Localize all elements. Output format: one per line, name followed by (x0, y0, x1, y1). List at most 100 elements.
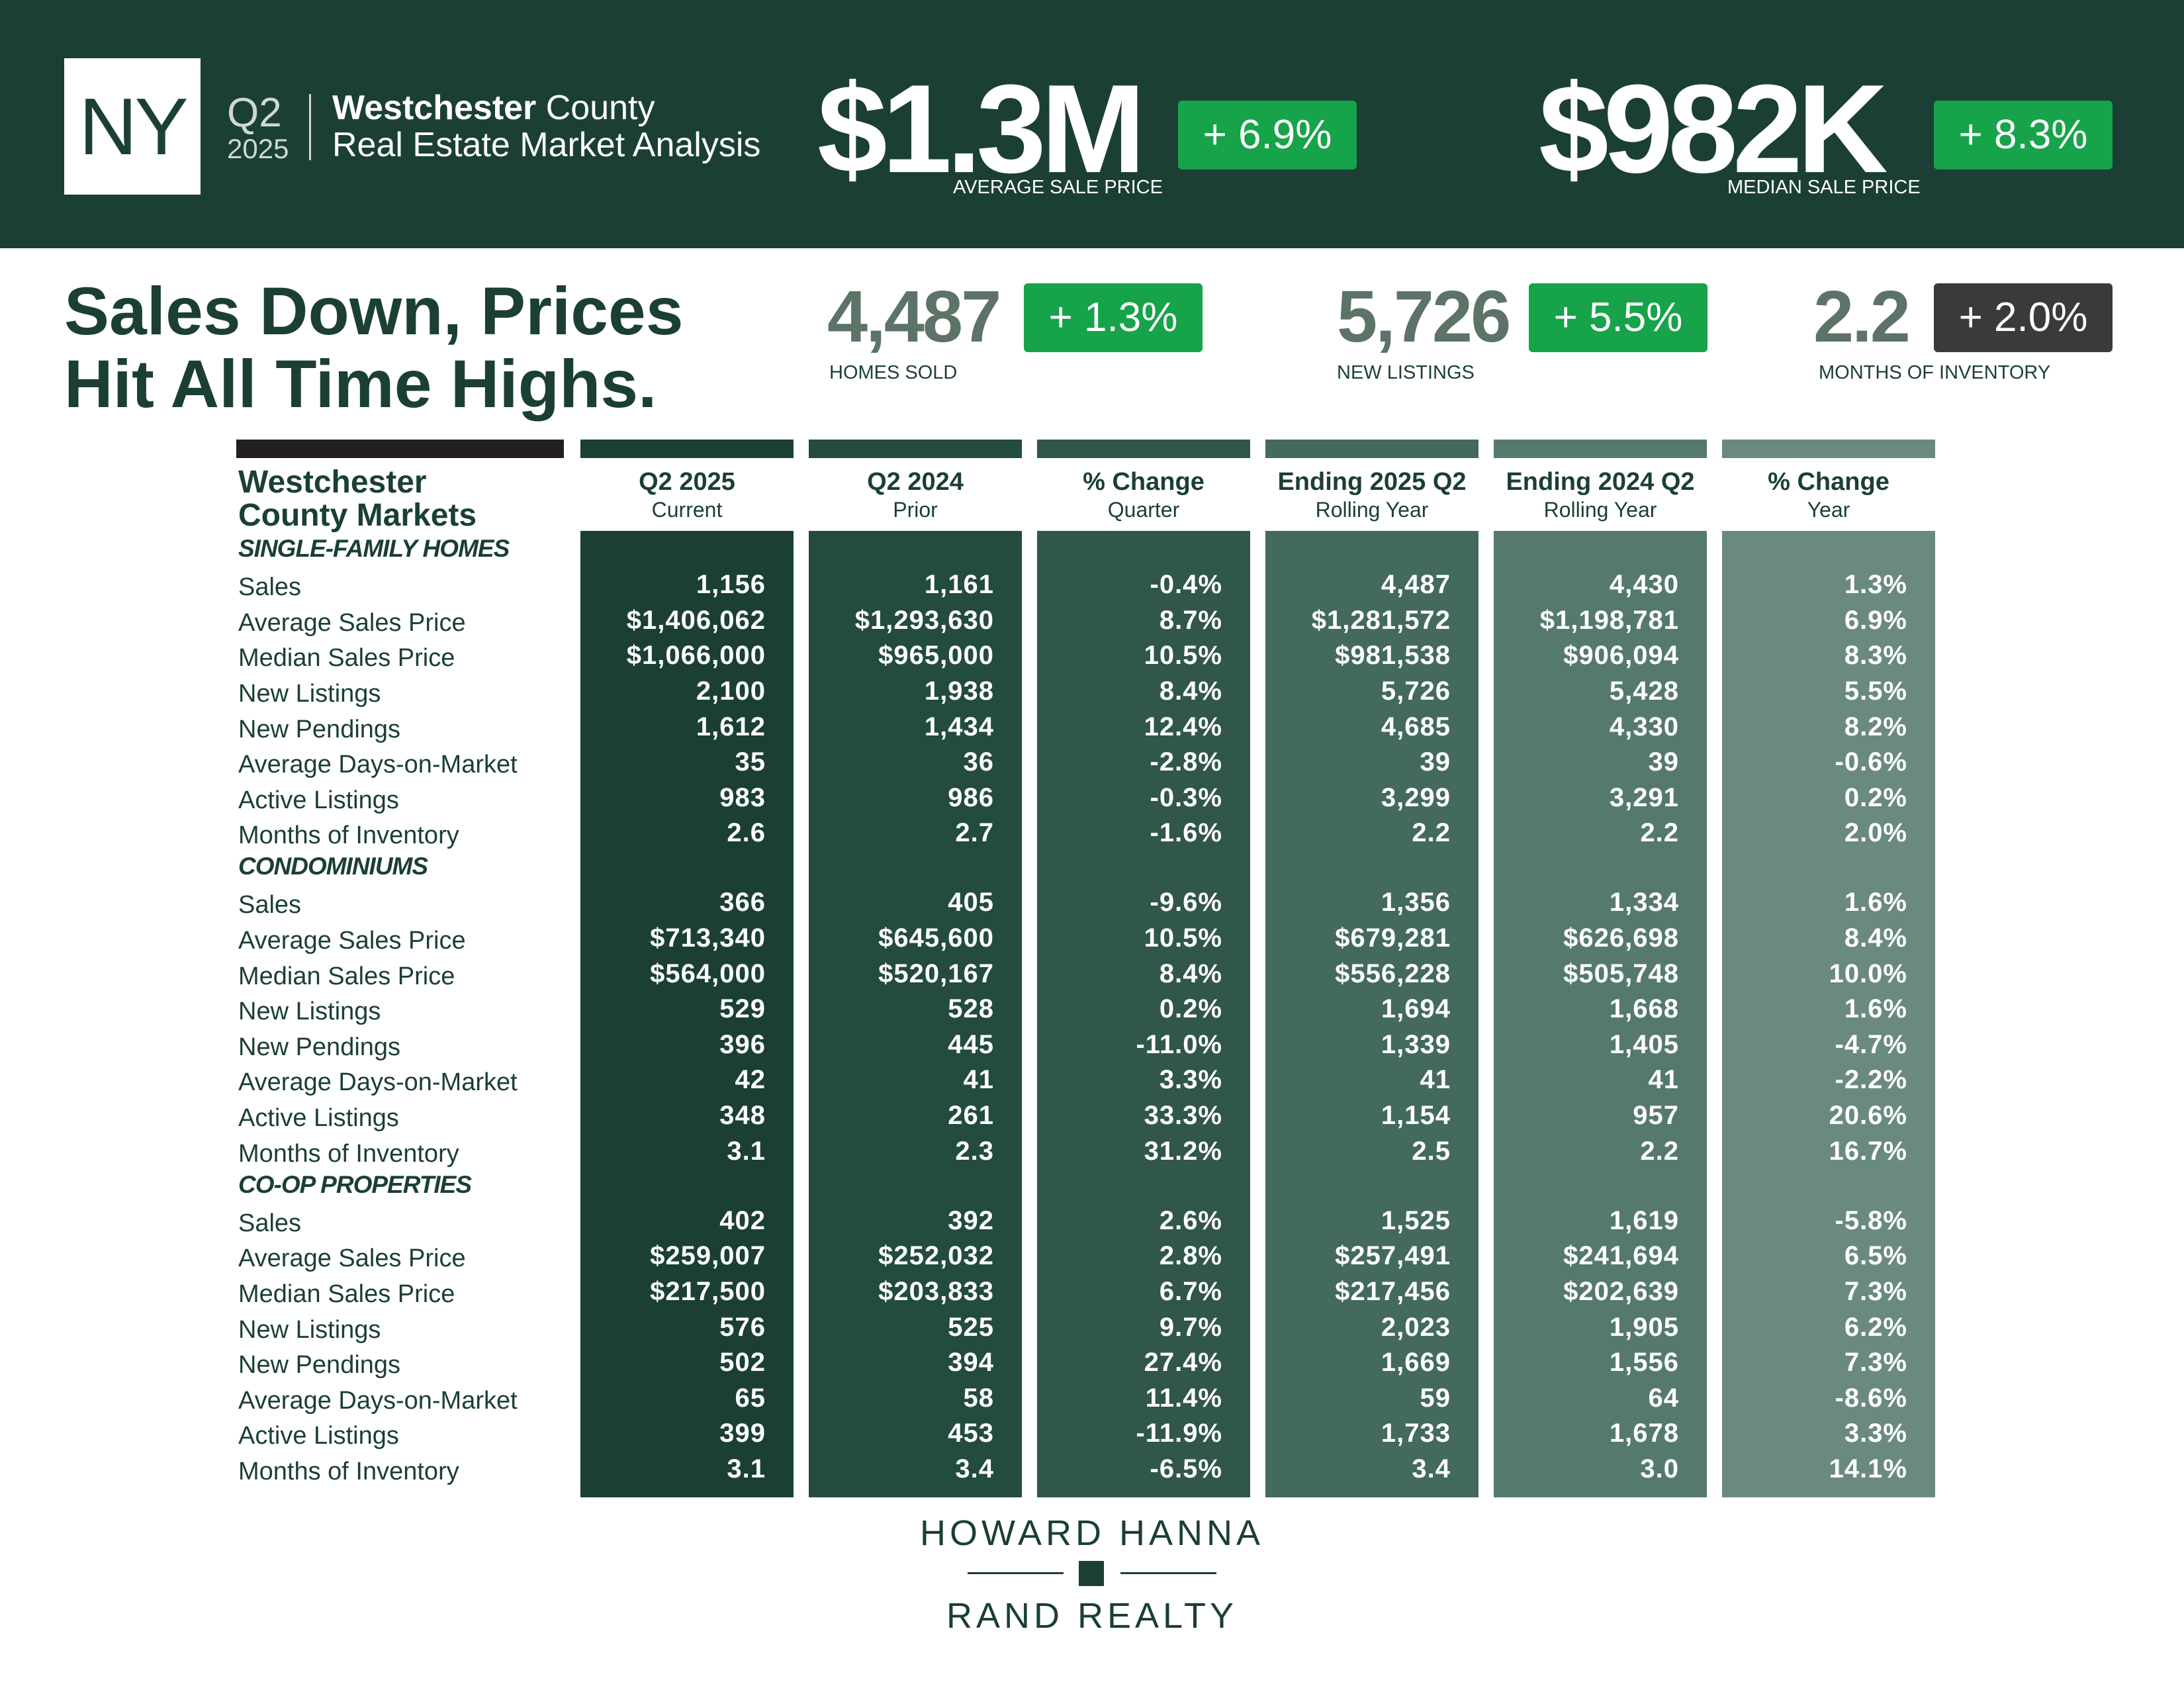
column-header-title: Q2 2024 (867, 468, 964, 496)
table-cell: 396 (719, 1029, 766, 1059)
table-cell: 402 (719, 1205, 766, 1235)
table-cell: 33.3% (1144, 1101, 1222, 1131)
column-top-bar (1494, 440, 1707, 458)
quarter-label: Q2 (227, 90, 282, 136)
table-cell: 4,430 (1609, 570, 1679, 600)
row-label: Median Sales Price (238, 1280, 455, 1308)
section-heading: SINGLE-FAMILY HOMES (238, 535, 510, 562)
table-cell: 3.1 (727, 1454, 766, 1483)
column-background (580, 531, 794, 1497)
column-header: Ending 2025 Q2 Rolling Year (1259, 467, 1485, 522)
table-cell: $1,293,630 (854, 605, 994, 635)
row-label: New Pendings (238, 1351, 401, 1380)
table-cell: $241,694 (1563, 1241, 1679, 1271)
table-cell: 528 (948, 994, 994, 1024)
table-cell: $645,600 (878, 923, 994, 953)
table-cell: $203,833 (878, 1276, 994, 1306)
table-cell: 9.7% (1159, 1312, 1222, 1342)
table-cell: 6.9% (1844, 605, 1907, 635)
table-cell: 7.3% (1844, 1348, 1907, 1378)
table-cell: 12.4% (1144, 712, 1222, 741)
table-cell: 1,669 (1381, 1348, 1451, 1378)
table-cell: 3.3% (1159, 1065, 1222, 1095)
table-cell: 6.5% (1844, 1241, 1907, 1271)
column-header: Ending 2024 Q2 Rolling Year (1487, 467, 1713, 522)
row-label: Average Days-on-Market (238, 1386, 518, 1415)
row-label: Average Days-on-Market (238, 751, 518, 779)
table-cell: 8.4% (1159, 959, 1222, 988)
table-cell: -4.7% (1835, 1029, 1907, 1059)
avg-sale-caption: AVERAGE SALE PRICE (953, 177, 1163, 198)
table-cell: 2.7 (955, 818, 994, 848)
table-cell: $1,281,572 (1311, 605, 1451, 635)
table-cell: 41 (1648, 1065, 1679, 1095)
table-cell: 16.7% (1829, 1136, 1907, 1166)
table-cell: 453 (948, 1419, 994, 1448)
table-cell: 1,525 (1381, 1205, 1451, 1235)
table-cell: 983 (719, 782, 766, 812)
column-background (809, 531, 1022, 1497)
table-cell: $202,639 (1563, 1276, 1679, 1306)
column-top-bar (580, 440, 794, 458)
table-cell: 394 (948, 1348, 994, 1378)
table-cell: 502 (719, 1348, 766, 1378)
table-cell: 3.4 (955, 1454, 994, 1483)
months-inventory-caption: MONTHS OF INVENTORY (1819, 362, 2051, 383)
median-sale-change-badge: + 8.3% (1934, 101, 2113, 169)
table-cell: 36 (963, 747, 994, 777)
column-top-bar (809, 440, 1022, 458)
table-cell: 405 (948, 888, 994, 917)
brand-name-bottom: RAND REALTY (946, 1596, 1238, 1636)
row-label: Median Sales Price (238, 962, 455, 990)
table-cell: -1.6% (1150, 818, 1222, 848)
table-cell: 2.8% (1159, 1241, 1222, 1271)
row-label: Active Listings (238, 1422, 399, 1450)
table-cell: 6.2% (1844, 1312, 1907, 1342)
table-cell: 2.0% (1844, 818, 1907, 848)
homes-sold-caption: HOMES SOLD (829, 362, 958, 383)
table-cell: 65 (735, 1383, 766, 1413)
table-cell: 64 (1648, 1383, 1679, 1413)
table-cell: 1,733 (1381, 1419, 1451, 1448)
table-cell: $217,456 (1335, 1276, 1451, 1306)
table-cell: -0.6% (1835, 747, 1907, 777)
table-cell: 1,668 (1609, 994, 1679, 1024)
row-label: Sales (238, 891, 302, 919)
headline: Sales Down, Prices Hit All Time Highs. (64, 275, 683, 420)
table-cell: 1,905 (1609, 1312, 1679, 1342)
table-cell: 39 (1420, 747, 1451, 777)
table-cell: 1.6% (1844, 994, 1907, 1024)
report-title: Westchester County Real Estate Market An… (332, 89, 760, 164)
table-cell: -11.9% (1136, 1419, 1222, 1448)
table-cell: 2.2 (1640, 1136, 1679, 1166)
table-cell: 3.0 (1640, 1454, 1679, 1483)
column-header: Q2 2025 Current (574, 467, 800, 522)
table-cell: $906,094 (1563, 641, 1679, 671)
header-divider (309, 94, 311, 160)
column-header-subtitle: Rolling Year (1315, 498, 1429, 522)
column-header-title: Ending 2025 Q2 (1277, 468, 1467, 496)
table-cell: -8.6% (1835, 1383, 1907, 1413)
table-cell: -11.0% (1136, 1029, 1222, 1059)
table-cell: 4,487 (1381, 570, 1451, 600)
table-cell: 1,334 (1609, 888, 1679, 917)
table-cell: 529 (719, 994, 766, 1024)
header-band: NY Q2 2025 Westchester County Real Estat… (0, 0, 2184, 248)
column-header-subtitle: Quarter (1107, 498, 1180, 522)
table-cell: 1,154 (1381, 1101, 1451, 1131)
table-cell: 8.4% (1844, 923, 1907, 953)
row-label: Average Sales Price (238, 1244, 466, 1273)
median-sale-value: $982K (1539, 59, 1888, 199)
table-cell: $1,066,000 (626, 641, 766, 671)
column-background (1494, 531, 1707, 1497)
table-cell: $679,281 (1335, 923, 1451, 953)
headline-line-1: Sales Down, Prices (64, 273, 684, 349)
brand-rule-left (968, 1572, 1064, 1574)
table-cell: 59 (1420, 1383, 1451, 1413)
table-cell: $1,198,781 (1539, 605, 1679, 635)
table-cell: 10.5% (1144, 923, 1222, 953)
table-cell: $556,228 (1335, 959, 1451, 988)
column-header-title: Q2 2025 (639, 468, 735, 496)
table-cell: $713,340 (650, 923, 766, 953)
table-cell: $217,500 (650, 1276, 766, 1306)
